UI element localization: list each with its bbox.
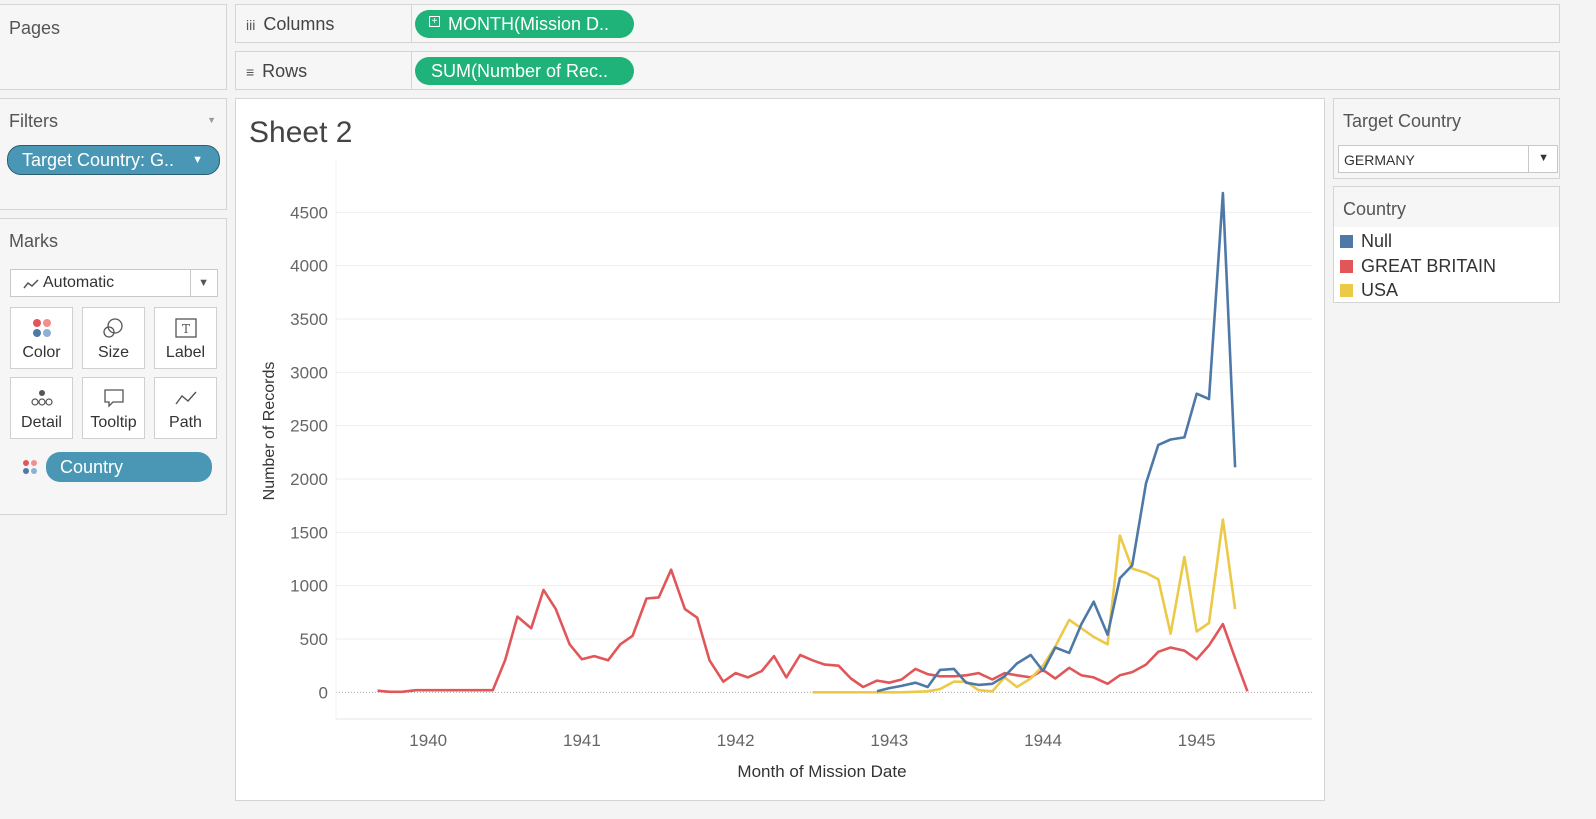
x-tick-label: 1943 xyxy=(870,731,908,750)
legend-label: GREAT BRITAIN xyxy=(1361,256,1497,276)
series-line-usa[interactable] xyxy=(812,518,1237,694)
target-country-filter-pill[interactable]: Target Country: G.. ▼ xyxy=(7,145,220,175)
label-card[interactable]: T Label xyxy=(154,307,217,369)
rows-pill-label: SUM(Number of Rec.. xyxy=(431,61,609,81)
columns-icon: iii xyxy=(246,17,256,33)
pages-title: Pages xyxy=(9,18,61,38)
tooltip-card-label: Tooltip xyxy=(90,414,137,431)
rows-icon: ≡ xyxy=(246,64,255,80)
x-tick-label: 1940 xyxy=(409,731,447,750)
columns-pill-label: MONTH(Mission D.. xyxy=(448,14,609,34)
tooltip-card[interactable]: Tooltip xyxy=(82,377,145,439)
chevron-down-icon[interactable]: ▼ xyxy=(192,154,203,166)
detail-card[interactable]: Detail xyxy=(10,377,73,439)
y-tick-label: 3000 xyxy=(290,363,328,382)
line-chart[interactable]: 0 500 1000 1500 2000 2500 3000 3500 4000 4500 1940… xyxy=(236,99,1324,800)
size-circles-icon xyxy=(102,318,123,338)
y-tick-label: 4000 xyxy=(290,257,328,276)
target-country-dropdown[interactable]: GERMANY ▼ xyxy=(1338,145,1558,173)
svg-text:T: T xyxy=(181,322,189,336)
expand-icon: + xyxy=(429,16,440,27)
legend-item-null[interactable]: Null xyxy=(1340,231,1392,252)
legend-label: Null xyxy=(1361,231,1393,251)
detail-card-label: Detail xyxy=(21,414,62,431)
y-tick-label: 3500 xyxy=(290,310,328,329)
y-tick-label: 2000 xyxy=(290,470,328,489)
x-tick-label: 1945 xyxy=(1178,731,1216,750)
columns-month-pill[interactable]: + MONTH(Mission D.. xyxy=(415,10,634,38)
chevron-down-icon[interactable]: ▼ xyxy=(198,277,209,289)
color-dots-icon xyxy=(32,319,51,337)
rows-shelf[interactable]: ≡ Rows SUM(Number of Rec.. xyxy=(235,51,1560,90)
y-axis-label: Number of Records xyxy=(261,362,278,501)
target-country-filter-card: Target Country GERMANY ▼ xyxy=(1333,98,1560,179)
y-tick-label: 500 xyxy=(300,630,328,649)
legend-swatch xyxy=(1340,260,1353,273)
size-card-label: Size xyxy=(97,344,130,361)
series-line-great-britain[interactable] xyxy=(377,568,1249,694)
path-line-icon xyxy=(174,391,197,405)
x-tick-label: 1944 xyxy=(1024,731,1062,750)
x-tick-label: 1941 xyxy=(563,731,601,750)
marks-title: Marks xyxy=(9,231,58,251)
path-card[interactable]: Path xyxy=(154,377,217,439)
mark-type-dropdown[interactable]: Automatic ▼ xyxy=(10,269,218,297)
legend-label: USA xyxy=(1361,280,1399,300)
y-tick-label: 1500 xyxy=(290,523,328,542)
marks-panel: Marks Automatic ▼ Color Size T Label Det… xyxy=(0,218,227,515)
country-pill-label: Country xyxy=(60,457,124,477)
y-tick-label: 1000 xyxy=(290,577,328,596)
legend-swatch xyxy=(1340,235,1353,248)
series-line-null[interactable] xyxy=(876,191,1237,693)
target-country-value: GERMANY xyxy=(1344,152,1415,168)
legend-swatch xyxy=(1340,284,1353,297)
y-tick-label: 4500 xyxy=(290,203,328,222)
chevron-down-icon[interactable]: ▼ xyxy=(1538,152,1549,164)
path-card-label: Path xyxy=(169,414,202,431)
sheet-title: Sheet 2 xyxy=(249,116,353,149)
x-tick-label: 1942 xyxy=(717,731,755,750)
tooltip-bubble-icon xyxy=(103,389,124,408)
sheet-view: Sheet 2 0 500 1000 1500 2000 2500 3000 3500 4000… xyxy=(235,98,1325,801)
target-country-title: Target Country xyxy=(1343,111,1462,131)
color-card-label: Color xyxy=(22,344,61,361)
filters-title: Filters xyxy=(9,111,58,131)
text-label-icon: T xyxy=(174,318,197,338)
size-card[interactable]: Size xyxy=(82,307,145,369)
country-color-pill[interactable]: Country xyxy=(46,452,212,482)
filters-panel: Filters ▼ Target Country: G.. ▼ xyxy=(0,98,227,210)
mark-type-label: Automatic xyxy=(43,274,115,291)
color-dots-icon xyxy=(23,460,37,474)
line-mark-icon xyxy=(23,279,39,289)
country-legend: Country Null GREAT BRITAIN USA xyxy=(1333,186,1560,303)
y-tick-label: 0 xyxy=(319,683,328,702)
y-tick-label: 2500 xyxy=(290,417,328,436)
label-card-label: Label xyxy=(165,344,206,361)
rows-sum-pill[interactable]: SUM(Number of Rec.. xyxy=(415,57,634,85)
x-axis-label: Month of Mission Date xyxy=(737,762,906,781)
detail-dots-icon xyxy=(30,390,53,406)
pages-panel: Pages xyxy=(0,4,227,90)
filters-menu-icon[interactable]: ▼ xyxy=(207,115,216,125)
color-card[interactable]: Color xyxy=(10,307,73,369)
filter-pill-label: Target Country: G.. xyxy=(22,150,175,170)
legend-title: Country xyxy=(1343,199,1407,219)
legend-item-usa[interactable]: USA xyxy=(1340,280,1398,301)
rows-shelf-label: ≡ Rows xyxy=(246,61,308,81)
columns-shelf[interactable]: iii Columns + MONTH(Mission D.. xyxy=(235,4,1560,43)
legend-item-great-britain[interactable]: GREAT BRITAIN xyxy=(1340,256,1496,277)
columns-shelf-label: iii Columns xyxy=(246,14,335,34)
